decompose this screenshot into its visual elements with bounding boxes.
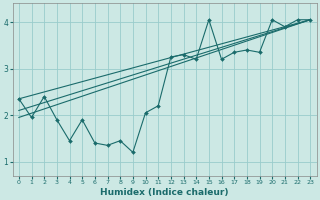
X-axis label: Humidex (Indice chaleur): Humidex (Indice chaleur) bbox=[100, 188, 229, 197]
